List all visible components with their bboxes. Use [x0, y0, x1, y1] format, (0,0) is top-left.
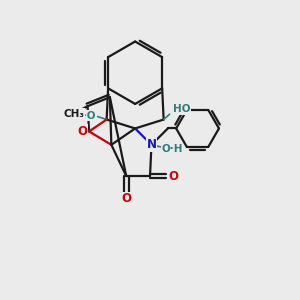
- Text: H·O: H·O: [74, 111, 96, 121]
- Text: O: O: [77, 125, 88, 138]
- Text: O: O: [168, 169, 178, 182]
- Text: CH₃: CH₃: [64, 109, 85, 118]
- Text: O·H: O·H: [161, 144, 183, 154]
- Text: HO: HO: [173, 104, 190, 114]
- Text: N: N: [146, 138, 157, 151]
- Text: O: O: [121, 192, 131, 206]
